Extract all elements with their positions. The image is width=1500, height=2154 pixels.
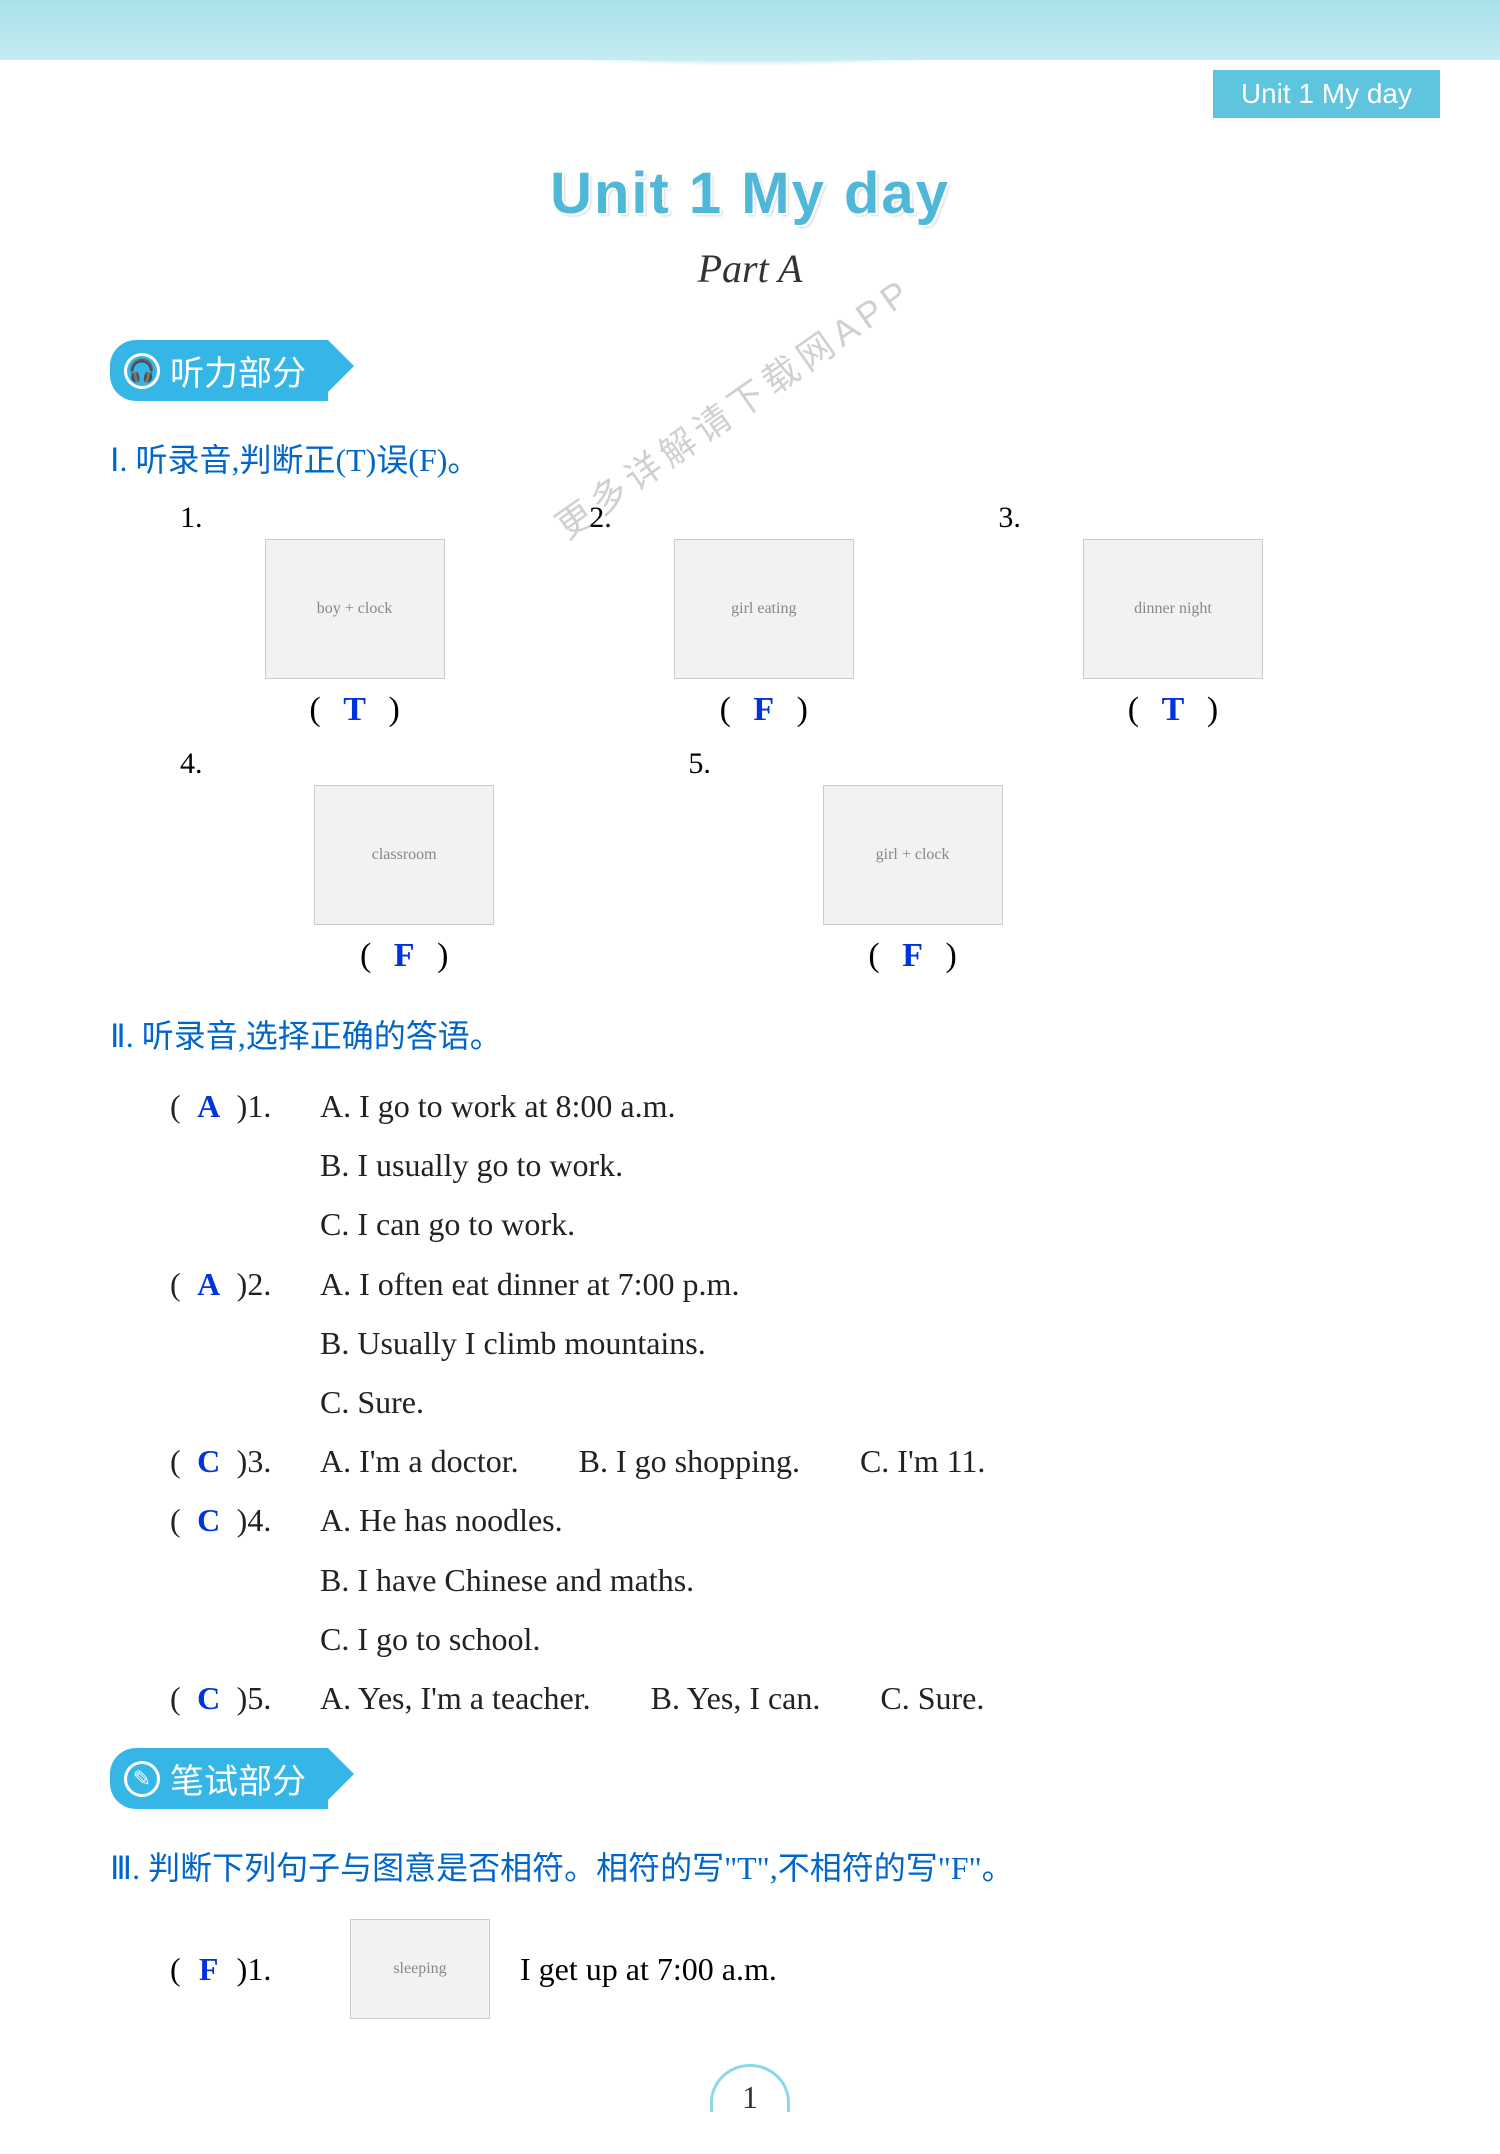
q-paren: ( A )2. <box>170 1255 320 1314</box>
q-option: A. He has noodles. <box>320 1491 1390 1550</box>
q-row: ( C )4. A. He has noodles. <box>170 1491 1390 1550</box>
writing-section-pill: ✎ 笔试部分 <box>110 1748 328 1809</box>
instruction-1: Ⅰ.听录音,判断正(T)误(F)。 <box>110 435 1390 481</box>
header-tab: Unit 1 My day <box>1213 70 1440 118</box>
q-num: 1. <box>247 1951 271 1987</box>
exercise-image: sleeping <box>350 1919 490 2019</box>
q-row: ( C )3. A. I'm a doctor. B. I go shoppin… <box>170 1432 1390 1491</box>
q-num: 4. <box>247 1502 271 1538</box>
tf-answer: ( F ) <box>360 937 448 975</box>
roman-3: Ⅲ. <box>110 1850 140 1886</box>
q-option: A. I often eat dinner at 7:00 p.m. <box>320 1255 1390 1314</box>
exercise-image: girl + clock <box>823 785 1003 925</box>
q-option: C. Sure. <box>320 1373 1390 1432</box>
tf-item-2: 2. girl eating ( F ) <box>559 501 968 729</box>
unit-title: Unit 1 My day <box>0 160 1500 227</box>
q-option: A. I'm a doctor. <box>320 1432 519 1491</box>
q-option: C. I can go to work. <box>320 1195 1390 1254</box>
part-subtitle: Part A <box>0 245 1500 292</box>
q-option: B. I have Chinese and maths. <box>320 1551 1390 1610</box>
tf-item-3: 3. dinner night ( T ) <box>968 501 1377 729</box>
answer-value: A <box>189 1077 229 1136</box>
answer-value: F <box>888 937 937 974</box>
q-paren: ( C )4. <box>170 1491 320 1550</box>
q-num: 5. <box>247 1680 271 1716</box>
instruction-3: Ⅲ.判断下列句子与图意是否相符。相符的写"T",不相符的写"F"。 <box>110 1843 1390 1889</box>
q-paren: ( C )5. <box>170 1669 320 1728</box>
q-options-inline: A. I'm a doctor. B. I go shopping. C. I'… <box>320 1432 1390 1491</box>
tf-num: 2. <box>589 501 612 535</box>
tf-grid: 1. boy + clock ( T ) 2. girl eating ( F … <box>150 501 1390 993</box>
q-sentence: I get up at 7:00 a.m. <box>520 1951 777 1988</box>
pencil-icon: ✎ <box>124 1761 160 1797</box>
q-option: C. I'm 11. <box>860 1432 985 1491</box>
instruction-2: Ⅱ.听录音,选择正确的答语。 <box>110 1011 1390 1057</box>
q-num: 1. <box>247 1088 271 1124</box>
exercise-image: boy + clock <box>265 539 445 679</box>
top-banner <box>0 0 1500 60</box>
page-number-value: 1 <box>742 2079 758 2115</box>
listening-section-label: 听力部分 <box>170 346 306 395</box>
tf-item-5: 5. girl + clock ( F ) <box>658 747 1166 975</box>
q-num: 2. <box>247 1266 271 1302</box>
q-option: C. I go to school. <box>320 1610 1390 1669</box>
q-option: B. I go shopping. <box>579 1432 800 1491</box>
q-paren: ( C )3. <box>170 1432 320 1491</box>
sec3-q1: ( F )1. sleeping I get up at 7:00 a.m. <box>170 1919 1390 2019</box>
tf-num: 5. <box>688 747 711 781</box>
q-options-inline: A. Yes, I'm a teacher. B. Yes, I can. C.… <box>320 1669 1390 1728</box>
q-row: ( C )5. A. Yes, I'm a teacher. B. Yes, I… <box>170 1669 1390 1728</box>
q-paren: ( F )1. <box>170 1951 320 1988</box>
tf-num: 1. <box>180 501 203 535</box>
exercise-image: classroom <box>314 785 494 925</box>
q-option: C. Sure. <box>880 1669 984 1728</box>
listening-section-pill: 🎧 听力部分 <box>110 340 328 401</box>
q-option: B. I usually go to work. <box>320 1136 1390 1195</box>
page-title-block: Unit 1 My day Part A <box>0 160 1500 292</box>
tf-item-1: 1. boy + clock ( T ) <box>150 501 559 729</box>
q-option: B. Yes, I can. <box>651 1669 821 1728</box>
page-number-decoration: 1 <box>710 2064 790 2112</box>
q-option: A. I go to work at 8:00 a.m. <box>320 1077 1390 1136</box>
roman-1: Ⅰ. <box>110 442 127 478</box>
tf-answer: ( F ) <box>720 691 808 729</box>
tf-item-4: 4. classroom ( F ) <box>150 747 658 975</box>
answer-value: C <box>189 1432 229 1491</box>
headphone-icon: 🎧 <box>124 353 160 389</box>
answer-value: F <box>380 937 429 974</box>
instr1-text: 听录音,判断正(T)误(F)。 <box>135 442 479 478</box>
content-area: 🎧 听力部分 Ⅰ.听录音,判断正(T)误(F)。 1. boy + clock … <box>110 340 1390 2019</box>
answer-value: C <box>189 1491 229 1550</box>
q-paren: ( A )1. <box>170 1077 320 1136</box>
exercise-image: dinner night <box>1083 539 1263 679</box>
answer-value: F <box>189 1951 229 1988</box>
q-option: A. Yes, I'm a teacher. <box>320 1669 591 1728</box>
q-option: B. Usually I climb mountains. <box>320 1314 1390 1373</box>
page-number: 1 <box>0 2056 1500 2104</box>
tf-answer: ( T ) <box>1128 691 1218 729</box>
question-block: ( A )1. A. I go to work at 8:00 a.m. B. … <box>170 1077 1390 1728</box>
answer-value: T <box>329 691 380 728</box>
answer-value: C <box>189 1669 229 1728</box>
exercise-image: girl eating <box>674 539 854 679</box>
writing-section-label: 笔试部分 <box>170 1754 306 1803</box>
answer-value: T <box>1148 691 1199 728</box>
answer-value: F <box>739 691 788 728</box>
answer-value: A <box>189 1255 229 1314</box>
q-row: ( A )1. A. I go to work at 8:00 a.m. <box>170 1077 1390 1136</box>
tf-answer: ( T ) <box>309 691 399 729</box>
q-row: ( A )2. A. I often eat dinner at 7:00 p.… <box>170 1255 1390 1314</box>
tf-num: 4. <box>180 747 203 781</box>
q-num: 3. <box>247 1443 271 1479</box>
instr2-text: 听录音,选择正确的答语。 <box>142 1018 502 1054</box>
tf-answer: ( F ) <box>868 937 956 975</box>
instr3-text: 判断下列句子与图意是否相符。相符的写"T",不相符的写"F"。 <box>148 1850 1014 1886</box>
tf-num: 3. <box>998 501 1021 535</box>
roman-2: Ⅱ. <box>110 1018 134 1054</box>
